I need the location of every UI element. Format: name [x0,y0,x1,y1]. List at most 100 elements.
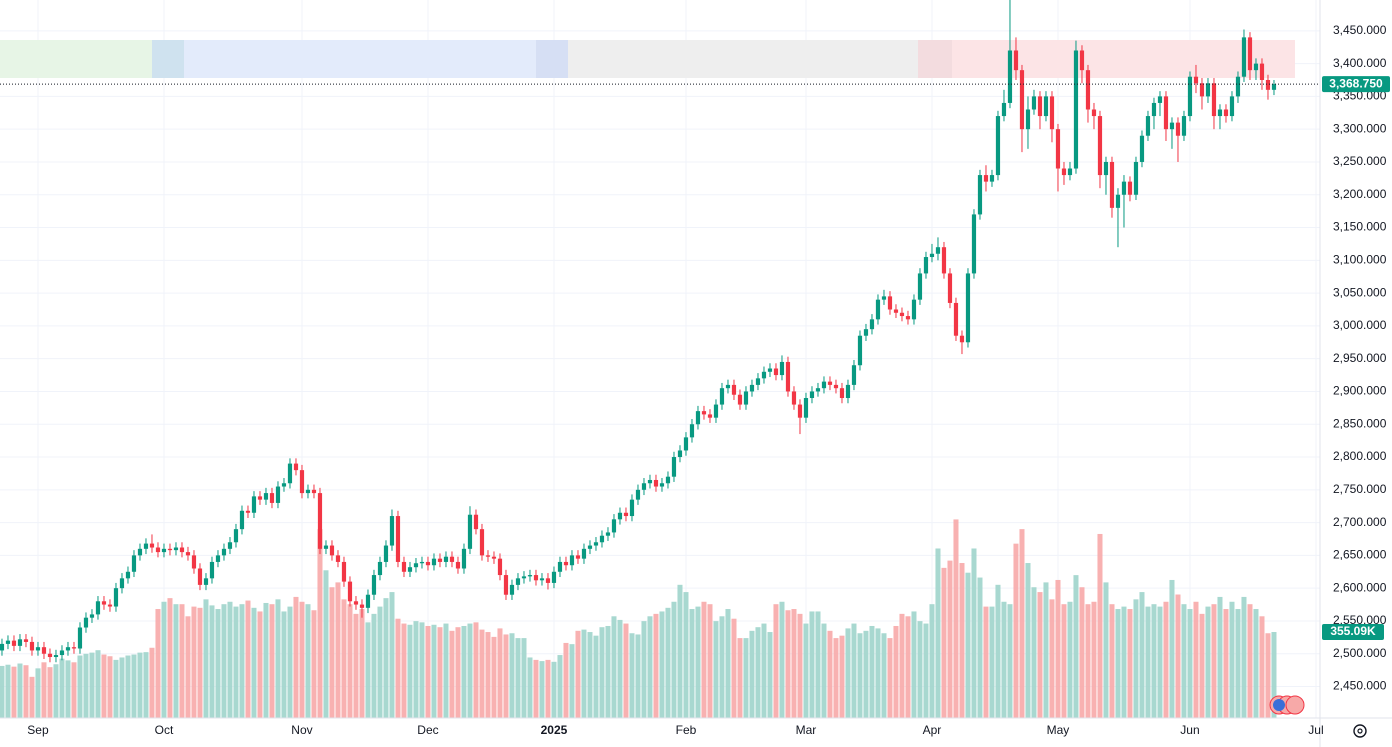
candle-body [257,496,263,500]
volume-bar [1133,599,1139,718]
volume-bar [1097,533,1103,718]
candle-body [1205,83,1211,97]
volume-bar [179,604,185,718]
candle-body [473,514,479,530]
volume-bar [503,634,509,718]
volume-bar [995,584,1001,718]
volume-bar [239,604,245,718]
candle-body [1037,96,1043,117]
volume-bar [131,654,137,718]
candle-body [1157,96,1163,103]
x-tick-label: Sep [27,723,49,737]
volume-bar [851,623,857,718]
candle-body [719,388,725,405]
candle-body [1055,129,1061,169]
candle-body [707,414,713,418]
candle-body [845,384,851,399]
volume-bar [299,601,305,718]
candle-body [431,558,437,566]
volume-bar [1139,592,1145,718]
candle-body [1259,63,1265,80]
y-tick-label: 2,900.000 [1333,384,1387,398]
candle-body [173,547,179,551]
volume-bar [383,598,389,718]
volume-bar [653,613,659,718]
candle-body [695,411,701,425]
candle-body [1001,102,1007,117]
candle-body [107,604,113,607]
band [0,40,152,78]
volume-bar [1127,609,1133,718]
y-tick-label: 3,000.000 [1333,318,1387,332]
volume-bar [53,664,59,718]
volume-bar [965,572,971,718]
candle-body [1115,194,1121,208]
volume-bar [1217,596,1223,718]
volume-bar [467,623,473,718]
volume-bar [845,628,851,718]
volume-bar [1001,601,1007,718]
candle-body [569,555,575,566]
candle-body [347,581,353,602]
y-tick-label: 2,750.000 [1333,482,1387,496]
candle-body [887,296,893,310]
volume-bar [59,658,65,718]
volume-bar [1061,604,1067,718]
volume-bar [1055,579,1061,718]
candle-body [1199,83,1205,97]
candle-body [539,578,545,581]
candle-body [1253,63,1259,71]
candle-body [233,529,239,543]
volume-bar [749,630,755,718]
volume-bar [95,650,101,718]
volume-bar [1151,604,1157,718]
volume-bar [857,633,863,718]
settings-button[interactable] [1353,724,1367,738]
candle-body [401,561,407,572]
volume-bar [77,655,83,718]
volume-bar [707,604,713,718]
candle-body [0,643,5,651]
candle-body [209,561,215,579]
volume-bar [305,604,311,718]
y-tick-label: 2,550.000 [1333,613,1387,627]
volume-bar [1271,632,1277,718]
candle-body [155,547,161,553]
volume-bar [431,624,437,718]
candle-body [365,594,371,608]
gear-center[interactable] [1357,728,1363,734]
last-volume-badge [1322,624,1384,641]
volume-bar [863,630,869,718]
candle-body [227,542,233,549]
x-tick-label: Dec [417,723,438,737]
volume-bar [377,606,383,718]
volume-bar [605,625,611,718]
volume-bar [935,548,941,718]
volume-bar [125,655,131,718]
candle-body [911,299,917,320]
gear[interactable] [1353,724,1367,738]
volume-bar [365,622,371,718]
volume-bar [713,621,719,718]
last-price-label: 3,368.750 [1329,76,1383,90]
volume-bar [797,613,803,718]
volume-bar [161,601,167,718]
candle-body [773,368,779,376]
volume-bar [827,630,833,718]
volume-bar [959,563,965,718]
candle-body [971,214,977,274]
last-price-badge [1322,76,1390,93]
candle-body [95,601,101,615]
volume-bar [695,606,701,718]
volume-bar [947,560,953,718]
candle-body [515,578,521,585]
candle-body [989,175,995,182]
candle-body [785,361,791,392]
volume-bar [419,622,425,718]
y-tick-label: 2,650.000 [1333,548,1387,562]
volume-bar [869,625,875,718]
volume-bar [1115,609,1121,718]
volume-bar [719,616,725,718]
volume-bar [677,584,683,718]
